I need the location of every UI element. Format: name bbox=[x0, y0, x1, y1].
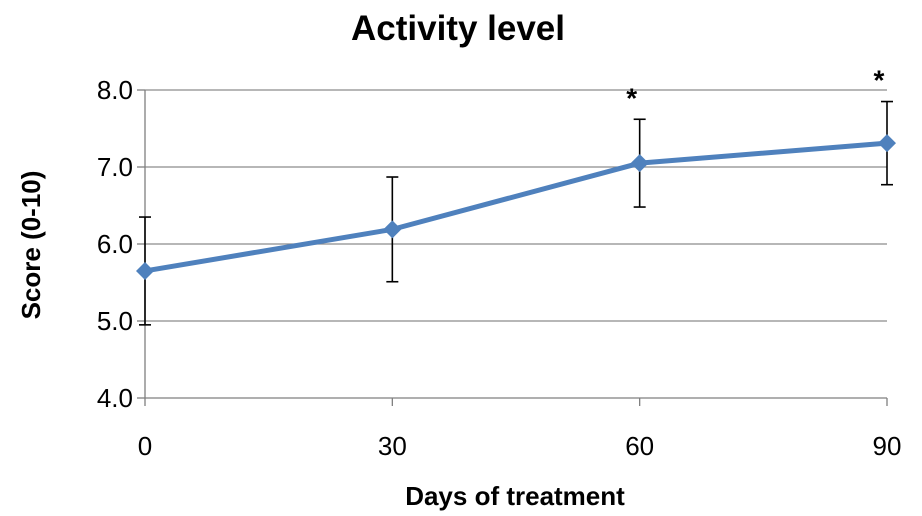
x-tick-label: 90 bbox=[873, 431, 902, 461]
axes bbox=[137, 89, 888, 406]
y-tick-label: 5.0 bbox=[97, 306, 133, 336]
data-point-marker bbox=[630, 154, 649, 173]
x-axis-label: Days of treatment bbox=[405, 481, 625, 511]
tick-labels: 4.0 5.0 6.0 7.0 8.0 0 30 60 90 bbox=[97, 75, 902, 461]
y-axis-label: Score (0-10) bbox=[16, 171, 46, 320]
error-bars bbox=[139, 100, 893, 326]
chart-title: Activity level bbox=[351, 9, 565, 48]
series-line bbox=[144, 140, 888, 274]
annotations: ** bbox=[626, 65, 884, 114]
y-tick-label: 8.0 bbox=[97, 75, 133, 105]
data-point-marker bbox=[136, 261, 154, 280]
gridlines bbox=[145, 89, 887, 322]
data-point-marker bbox=[878, 134, 896, 153]
x-tick-label: 30 bbox=[378, 431, 407, 461]
x-tick-label: 60 bbox=[625, 431, 654, 461]
significance-annotation: * bbox=[626, 82, 637, 113]
y-tick-label: 4.0 bbox=[97, 383, 133, 413]
series-layer bbox=[136, 134, 896, 280]
data-point-marker bbox=[383, 220, 402, 239]
y-tick-label: 6.0 bbox=[97, 229, 133, 259]
x-tick-label: 0 bbox=[138, 431, 152, 461]
y-tick-label: 7.0 bbox=[97, 152, 133, 182]
significance-annotation: * bbox=[874, 65, 885, 96]
